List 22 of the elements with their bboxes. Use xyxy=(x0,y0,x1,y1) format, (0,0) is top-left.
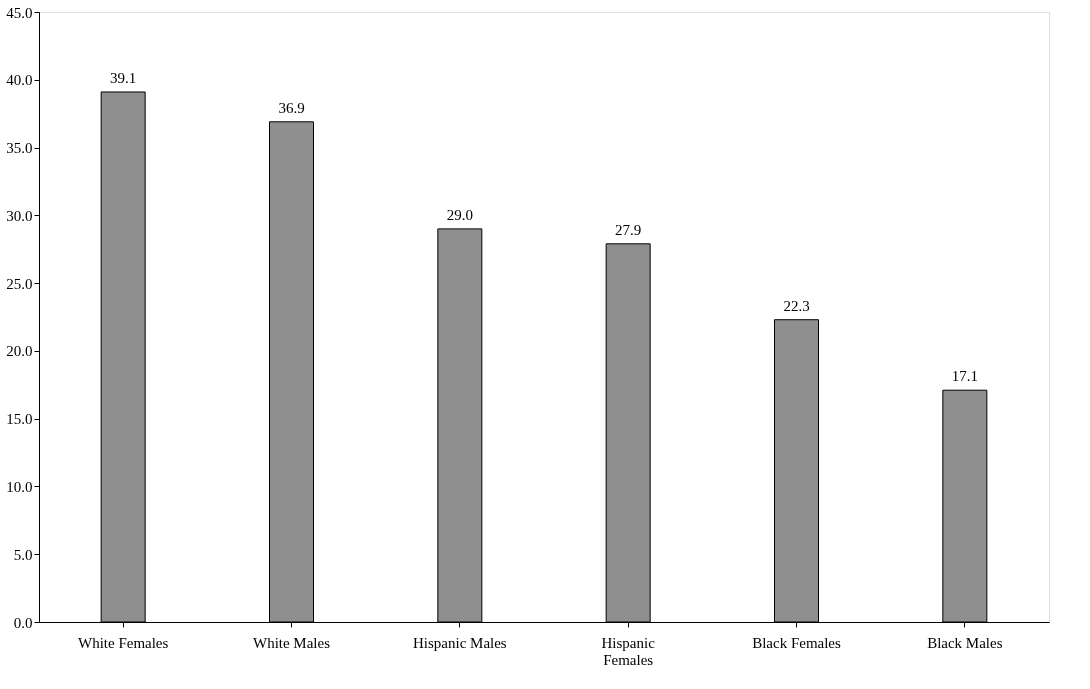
x-tick-label: White Females xyxy=(77,634,169,651)
y-tick-label: 45.0 xyxy=(6,4,33,21)
y-tick-label: 15.0 xyxy=(6,411,33,428)
data-label: 29.0 xyxy=(446,206,473,223)
x-tick-label: Black Males xyxy=(927,634,1003,651)
y-tick-label: 10.0 xyxy=(6,478,33,495)
data-label: 36.9 xyxy=(278,99,305,116)
y-tick-label: 5.0 xyxy=(13,546,33,563)
data-label: 22.3 xyxy=(783,297,810,314)
x-tick-label: Hispanic Males xyxy=(412,634,507,651)
x-tick-label: White Males xyxy=(252,634,331,651)
y-tick-label: 0.0 xyxy=(13,614,33,631)
x-tick-label: Black Females xyxy=(752,634,842,651)
data-label: 17.1 xyxy=(951,368,978,385)
y-tick-label: 30.0 xyxy=(6,207,33,224)
y-tick-label: 20.0 xyxy=(6,343,33,360)
x-tick-label: Hispanic Females xyxy=(601,634,656,668)
y-tick-label: 35.0 xyxy=(6,140,33,157)
data-label: 39.1 xyxy=(110,69,137,86)
data-label: 27.9 xyxy=(615,221,642,238)
y-tick-label: 40.0 xyxy=(6,72,33,89)
y-tick-label: 25.0 xyxy=(6,275,33,292)
